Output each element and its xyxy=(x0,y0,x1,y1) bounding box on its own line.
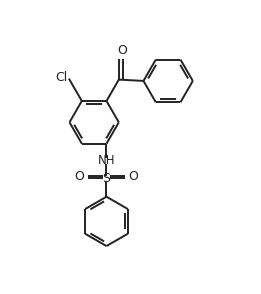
Text: Cl: Cl xyxy=(55,71,68,84)
Text: O: O xyxy=(128,171,138,183)
Text: S: S xyxy=(103,172,110,185)
Text: O: O xyxy=(117,44,127,56)
Text: O: O xyxy=(75,171,85,183)
Text: NH: NH xyxy=(98,154,116,168)
